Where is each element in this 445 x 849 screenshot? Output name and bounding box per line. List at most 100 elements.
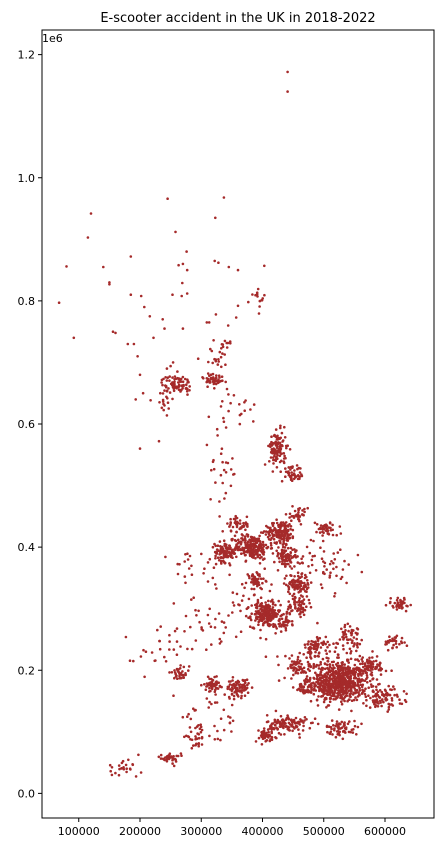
data-point <box>260 609 264 612</box>
data-point <box>334 724 338 728</box>
data-point <box>310 688 313 691</box>
data-point <box>244 528 247 532</box>
data-point <box>256 555 260 559</box>
data-point <box>369 696 372 700</box>
data-point <box>323 565 326 568</box>
data-point <box>224 426 228 429</box>
y-tick-label: 1.0 <box>18 172 36 185</box>
data-point <box>388 638 392 642</box>
data-point <box>313 655 317 658</box>
data-point <box>222 420 226 424</box>
data-point <box>409 603 413 607</box>
data-point <box>282 720 286 723</box>
data-point <box>242 551 246 555</box>
data-point <box>180 754 183 757</box>
data-point <box>388 703 392 706</box>
data-point <box>322 571 325 575</box>
data-point <box>272 529 275 532</box>
data-point <box>339 690 343 693</box>
data-point <box>345 581 348 585</box>
data-point <box>375 688 378 692</box>
data-point <box>336 661 340 665</box>
data-point <box>322 685 326 688</box>
data-point <box>219 738 222 742</box>
y-tick-label: 0.4 <box>18 541 36 554</box>
data-point <box>259 616 263 619</box>
data-point <box>227 265 231 269</box>
data-point <box>328 686 331 689</box>
data-point <box>186 552 189 555</box>
data-point <box>332 681 335 685</box>
data-point <box>288 605 292 608</box>
data-point <box>89 212 93 215</box>
data-point <box>324 649 328 652</box>
data-point <box>259 619 262 622</box>
data-point <box>235 592 239 596</box>
data-point <box>131 763 134 766</box>
data-point <box>296 609 299 613</box>
data-point <box>333 595 336 598</box>
data-point <box>162 408 165 412</box>
data-point <box>264 579 268 583</box>
data-point <box>275 736 278 740</box>
data-point <box>346 687 349 690</box>
data-point <box>315 677 319 681</box>
data-point <box>245 533 249 536</box>
data-point <box>346 658 350 662</box>
data-point <box>142 648 145 652</box>
data-point <box>255 541 259 544</box>
data-point <box>260 299 263 302</box>
data-point <box>328 700 332 703</box>
data-point <box>317 642 320 646</box>
data-point <box>340 726 344 730</box>
data-point <box>263 605 267 608</box>
data-point <box>171 381 174 384</box>
data-point <box>308 676 312 680</box>
data-point <box>288 448 292 451</box>
data-point <box>117 764 121 767</box>
data-point <box>186 378 189 382</box>
data-point <box>254 577 258 581</box>
data-point <box>368 679 372 683</box>
data-point <box>228 544 231 547</box>
data-point <box>120 767 123 770</box>
data-point <box>156 628 159 632</box>
data-point <box>243 694 247 697</box>
data-point <box>268 460 271 463</box>
data-point <box>293 469 296 472</box>
data-point <box>165 414 169 417</box>
data-point <box>202 572 205 575</box>
data-point <box>125 767 128 770</box>
data-point <box>260 732 264 735</box>
data-point <box>373 703 376 706</box>
data-point <box>268 619 272 622</box>
data-point <box>231 687 234 691</box>
data-point <box>278 449 282 453</box>
data-point <box>316 722 320 726</box>
data-point <box>378 696 382 699</box>
data-point <box>332 567 335 571</box>
data-point <box>398 702 402 705</box>
data-point <box>376 690 380 694</box>
data-point <box>315 523 319 526</box>
data-point <box>172 764 176 768</box>
data-point <box>200 552 203 556</box>
data-point <box>206 372 210 375</box>
data-point <box>291 536 295 540</box>
data-point <box>317 695 320 698</box>
data-point <box>280 459 283 463</box>
data-point <box>190 564 193 568</box>
data-point <box>395 608 399 611</box>
data-point <box>349 689 353 693</box>
data-point <box>228 721 232 724</box>
data-point <box>284 513 288 516</box>
data-point <box>343 559 346 563</box>
data-point <box>230 550 233 554</box>
data-point <box>208 690 211 693</box>
data-point <box>279 426 282 430</box>
data-point <box>351 693 355 696</box>
data-point <box>244 681 247 684</box>
data-point <box>279 530 282 533</box>
data-point <box>316 654 320 658</box>
data-point <box>232 517 236 521</box>
